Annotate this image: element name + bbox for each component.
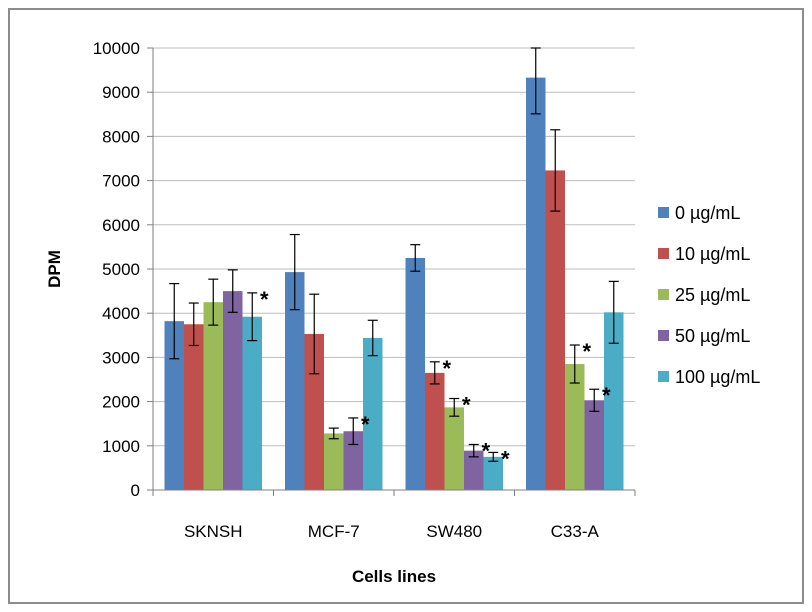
y-tick-label: 8000 [102, 127, 140, 146]
significance-star: * [582, 339, 591, 364]
y-tick-label: 6000 [102, 216, 140, 235]
significance-star: * [361, 412, 370, 437]
bar [405, 257, 425, 490]
significance-star: * [442, 356, 451, 381]
bar [565, 364, 585, 490]
bars [164, 77, 624, 490]
bar [444, 407, 464, 490]
y-tick-label: 5000 [102, 260, 140, 279]
significance-star: * [602, 383, 611, 408]
significance-star: * [501, 446, 510, 471]
bar [604, 312, 624, 490]
legend-swatch [658, 289, 669, 300]
bar [242, 316, 262, 490]
legend-swatch [658, 248, 669, 259]
legend-label: 0 µg/mL [675, 203, 740, 223]
bar [324, 433, 344, 490]
y-tick-label: 7000 [102, 172, 140, 191]
significance-star: * [462, 393, 471, 418]
x-axis-title: Cells lines [352, 567, 436, 586]
bar [526, 77, 546, 490]
bar [343, 431, 363, 490]
x-axis-ticks: SKNSH MCF-7 SW480 C33-A [152, 490, 636, 541]
significance-star: * [260, 287, 269, 312]
x-tick-label: SW480 [426, 522, 482, 541]
y-tick-label: 10000 [93, 39, 140, 58]
legend: 0 µg/mL 10 µg/mL 25 µg/mL 50 µg/mL 100 µg/mL [658, 203, 760, 387]
legend-label: 25 µg/mL [675, 285, 750, 305]
y-axis-title: DPM [45, 250, 64, 288]
bar [483, 456, 503, 490]
x-tick-label: C33-A [551, 522, 600, 541]
y-axis-ticks: 0 1000 2000 3000 4000 5000 6000 7000 8000 9000 100… [93, 39, 153, 500]
y-tick-label: 0 [131, 481, 140, 500]
bar [425, 372, 445, 490]
bar [184, 324, 204, 490]
bar [584, 400, 604, 490]
bar [545, 170, 565, 490]
x-tick-label: SKNSH [184, 522, 243, 541]
significance-star: * [481, 438, 490, 463]
bar [223, 291, 243, 490]
legend-label: 10 µg/mL [675, 244, 750, 264]
bar [304, 333, 324, 490]
y-tick-label: 3000 [102, 348, 140, 367]
bar [464, 450, 484, 490]
bar [203, 302, 223, 490]
y-tick-label: 9000 [102, 83, 140, 102]
legend-label: 100 µg/mL [675, 367, 760, 387]
legend-swatch [658, 207, 669, 218]
error-bars [169, 47, 619, 462]
significance-markers: * * * * * * * * [260, 287, 611, 472]
bar [363, 337, 383, 490]
legend-swatch [658, 330, 669, 341]
y-tick-label: 4000 [102, 304, 140, 323]
bar [285, 272, 305, 490]
x-tick-label: MCF-7 [308, 522, 360, 541]
legend-label: 50 µg/mL [675, 326, 750, 346]
y-tick-label: 2000 [102, 393, 140, 412]
legend-swatch [658, 371, 669, 382]
y-tick-label: 1000 [102, 437, 140, 456]
bar [164, 321, 184, 490]
